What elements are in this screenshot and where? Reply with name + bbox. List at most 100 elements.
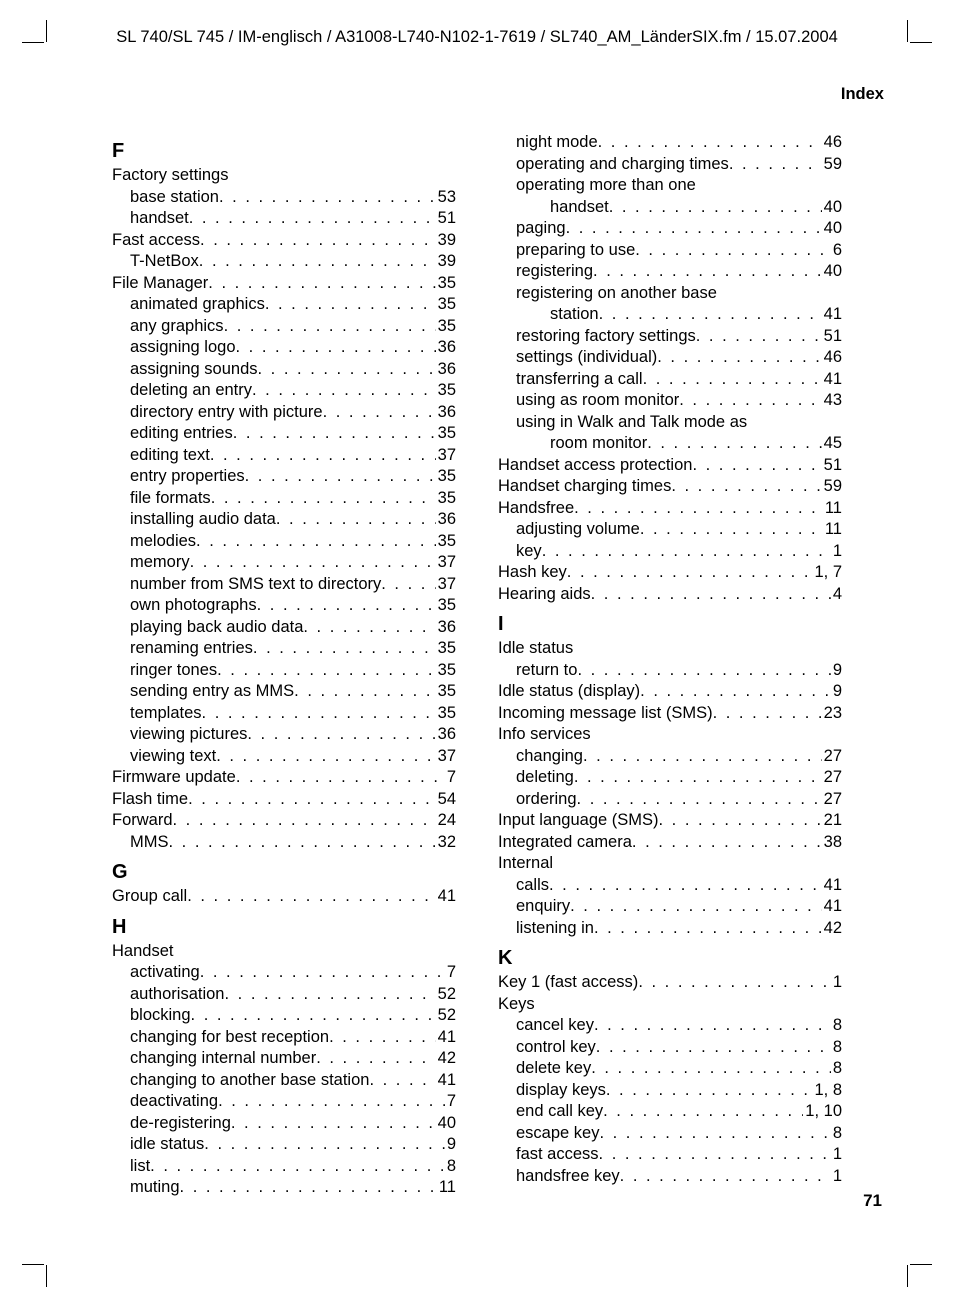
index-page-ref: 32	[436, 832, 456, 854]
leader-dots	[323, 402, 436, 424]
crop-mark	[22, 1264, 44, 1265]
index-page-ref: 27	[822, 767, 842, 789]
leader-dots	[566, 218, 822, 240]
index-entry: authorisation52	[112, 984, 456, 1006]
index-entry: Handset charging times59	[498, 476, 842, 498]
leader-dots	[570, 896, 822, 918]
index-term: directory entry with picture	[130, 402, 323, 424]
leader-dots	[294, 681, 435, 703]
leader-dots	[640, 519, 823, 541]
page-container: SL 740/SL 745 / IM-englisch / A31008-L74…	[0, 0, 954, 1307]
leader-dots	[208, 273, 435, 295]
leader-dots	[189, 208, 436, 230]
index-entry: directory entry with picture36	[112, 402, 456, 424]
index-term: enquiry	[516, 896, 570, 918]
index-term: Handset access protection	[498, 455, 692, 477]
leader-dots	[594, 918, 822, 940]
index-page-ref: 37	[436, 445, 456, 467]
index-term: Handset	[112, 941, 173, 963]
leader-dots	[591, 584, 831, 606]
leader-dots	[583, 746, 822, 768]
index-page-ref: 8	[445, 1156, 456, 1178]
leader-dots	[713, 703, 822, 725]
page-number: 71	[863, 1191, 882, 1211]
index-page-ref: 35	[436, 638, 456, 660]
index-entry: activating7	[112, 962, 456, 984]
index-entry: Handset	[112, 941, 456, 963]
index-entry: Handset access protection51	[498, 455, 842, 477]
index-page-ref: 21	[822, 810, 842, 832]
index-page-ref: 41	[436, 886, 456, 908]
leader-dots	[210, 445, 436, 467]
leader-dots	[200, 230, 436, 252]
index-entry: using in Walk and Talk mode as	[498, 412, 842, 434]
index-page-ref: 46	[822, 132, 842, 154]
index-page-ref: 41	[436, 1027, 456, 1049]
index-term: Handsfree	[498, 498, 574, 520]
index-columns: FFactory settingsbase station53handset51…	[60, 132, 894, 1199]
index-term: key	[516, 541, 542, 563]
index-term: base station	[130, 187, 219, 209]
leader-dots	[303, 617, 435, 639]
index-entry: own photographs35	[112, 595, 456, 617]
index-term: playing back audio data	[130, 617, 303, 639]
index-term: MMS	[130, 832, 169, 854]
index-entry: handset51	[112, 208, 456, 230]
index-term: station	[550, 304, 599, 326]
index-entry: Factory settings	[112, 165, 456, 187]
index-entry: viewing text37	[112, 746, 456, 768]
index-term: Info services	[498, 724, 591, 746]
index-term: authorisation	[130, 984, 224, 1006]
leader-dots	[620, 1166, 831, 1188]
index-entry: Internal	[498, 853, 842, 875]
index-page-ref: 41	[822, 304, 842, 326]
index-term: display keys	[516, 1080, 606, 1102]
index-page-ref: 9	[831, 660, 842, 682]
leader-dots	[574, 767, 822, 789]
index-term: editing text	[130, 445, 210, 467]
index-entry: changing27	[498, 746, 842, 768]
index-page-ref: 35	[436, 660, 456, 682]
index-term: deactivating	[130, 1091, 218, 1113]
index-term: melodies	[130, 531, 196, 553]
index-page-ref: 37	[436, 552, 456, 574]
index-term: changing internal number	[130, 1048, 316, 1070]
index-page-ref: 41	[822, 875, 842, 897]
index-entry: control key 8	[498, 1037, 842, 1059]
crop-mark	[907, 1265, 908, 1287]
index-entry: playing back audio data 36	[112, 617, 456, 639]
index-page-ref: 42	[436, 1048, 456, 1070]
index-term: Fast access	[112, 230, 200, 252]
index-entry: viewing pictures36	[112, 724, 456, 746]
leader-dots	[577, 660, 830, 682]
index-entry: fast access 1	[498, 1144, 842, 1166]
index-page-ref: 38	[822, 832, 842, 854]
leader-dots	[190, 552, 436, 574]
index-entry: Keys	[498, 994, 842, 1016]
index-page-ref: 36	[436, 617, 456, 639]
index-page-ref: 8	[831, 1037, 842, 1059]
index-term: paging	[516, 218, 566, 240]
leader-dots	[202, 703, 436, 725]
index-page-ref: 36	[436, 359, 456, 381]
index-term: adjusting volume	[516, 519, 640, 541]
index-page-ref: 59	[822, 476, 842, 498]
leader-dots	[169, 832, 436, 854]
index-entry: end call key1, 10	[498, 1101, 842, 1123]
index-entry: delete key 8	[498, 1058, 842, 1080]
leader-dots	[173, 810, 436, 832]
index-entry: editing text 37	[112, 445, 456, 467]
index-page-ref: 45	[822, 433, 842, 455]
leader-dots	[252, 380, 436, 402]
leader-dots	[200, 962, 445, 984]
leader-dots	[187, 886, 435, 908]
leader-dots	[599, 304, 822, 326]
index-entry: preparing to use 6	[498, 240, 842, 262]
index-entry: Handsfree11	[498, 498, 842, 520]
index-entry: enquiry41	[498, 896, 842, 918]
leader-dots	[245, 466, 436, 488]
index-term: preparing to use	[516, 240, 635, 262]
index-term: own photographs	[130, 595, 257, 617]
index-term: deleting	[516, 767, 574, 789]
leader-dots	[236, 337, 436, 359]
